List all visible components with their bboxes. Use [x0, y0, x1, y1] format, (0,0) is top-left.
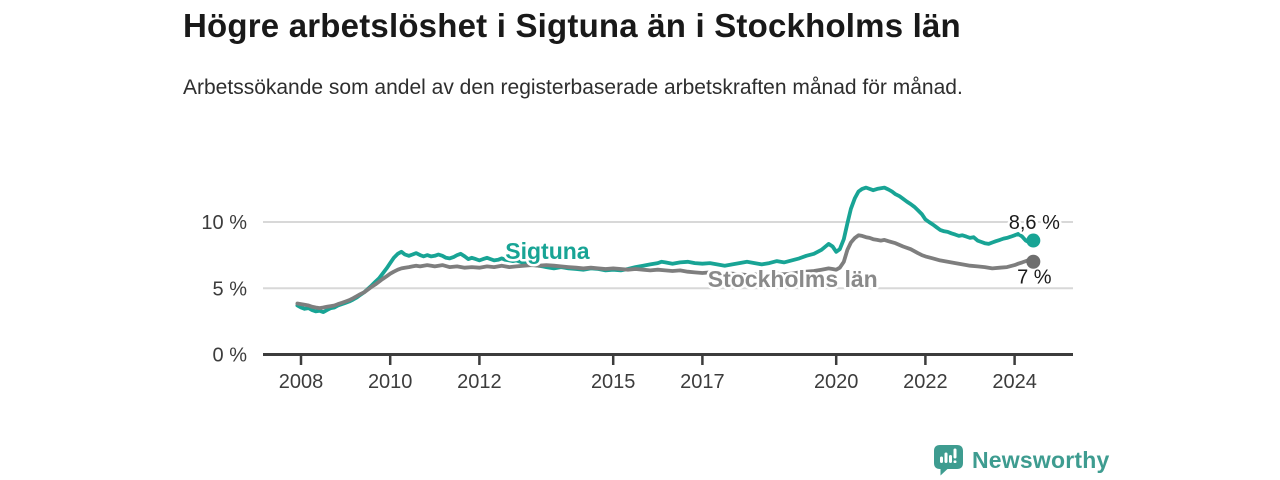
newsworthy-logo-icon — [934, 445, 963, 476]
end-dot-sigtuna — [1026, 233, 1041, 248]
x-tick-label-2012: 2012 — [457, 371, 502, 393]
series-line-sigtuna — [295, 185, 1036, 315]
end-value-label-sigtuna: 8,6 % — [1009, 212, 1060, 234]
x-tick-label-2024: 2024 — [992, 371, 1037, 393]
end-dot-stockholms-l-n — [1026, 254, 1041, 269]
newsworthy-logo-text: Newsworthy — [972, 447, 1110, 473]
series-label-sigtuna: Sigtuna — [505, 238, 590, 264]
x-tick-label-2020: 2020 — [814, 371, 859, 393]
x-tick-label-2017: 2017 — [680, 371, 725, 393]
logo-barchart-glyph — [940, 448, 957, 463]
x-tick-label-2008: 2008 — [279, 371, 324, 393]
end-value-label-stockholms-l-n: 7 % — [1017, 266, 1052, 288]
series-label-stockholms-l-n: Stockholms län — [708, 266, 878, 292]
chart-title: Högre arbetslöshet i Sigtuna än i Stockh… — [183, 7, 961, 44]
logo-bubble — [934, 445, 963, 476]
newsworthy-branding: Newsworthy — [934, 445, 1109, 476]
x-tick-label-2010: 2010 — [368, 371, 413, 393]
y-tick-label-5: 5 % — [213, 278, 248, 300]
x-tick-label-2015: 2015 — [591, 371, 636, 393]
y-tick-label-0: 0 % — [213, 345, 248, 367]
series-line-stockholms-l-n — [295, 233, 1036, 311]
x-tick-label-2022: 2022 — [903, 371, 948, 393]
chart-subtitle: Arbetssökande som andel av den registerb… — [183, 76, 963, 99]
y-tick-label-10: 10 % — [201, 212, 247, 234]
